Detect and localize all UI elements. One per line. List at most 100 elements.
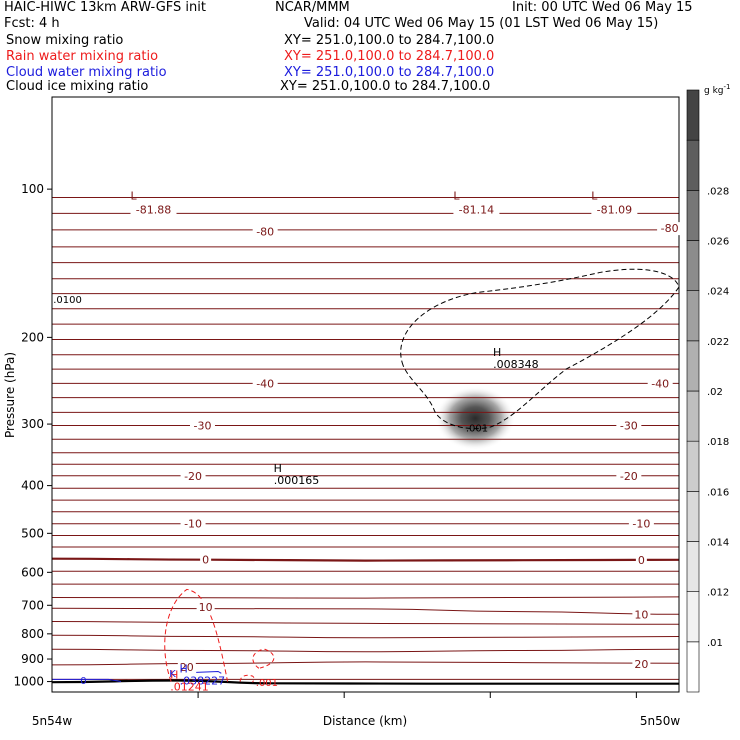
colorbar-tick-label: .022 [707, 337, 729, 348]
colorbar: .01 .012 .014 .016 .018 .02 .022 .024 .026 .028 [686, 89, 729, 693]
rain-water-contour [252, 648, 275, 669]
contour-value-label: K [169, 669, 176, 680]
x-right-location: 5n50w [640, 714, 681, 728]
low-value-bg [453, 203, 500, 217]
temperature-label: -20 [184, 470, 202, 483]
plot-header: HAIC-HIWC 13km ARW-GFS init NCAR/MMM Ini… [0, 0, 740, 100]
temperature-label: -80 [661, 222, 679, 235]
temperature-label: -10 [632, 518, 650, 531]
high-marker: H [274, 462, 282, 475]
temperature-label-bg [647, 377, 673, 391]
low-marker: L [591, 189, 598, 202]
field-name-snow: Snow mixing ratio [6, 33, 124, 48]
colorbar-swatch [686, 290, 700, 342]
temperature-label-bg [628, 517, 654, 531]
colorbar-swatch [686, 641, 700, 693]
low-value: -81.14 [459, 203, 494, 216]
y-tick-label: 600 [21, 565, 44, 579]
temperature-label: 0 [638, 554, 645, 567]
temperature-label-bg [180, 469, 206, 483]
temperature-label: -40 [256, 377, 274, 390]
colorbar-tick-label: .028 [707, 186, 729, 197]
colorbar-swatch [686, 491, 700, 542]
rain-water-contour [164, 588, 229, 682]
temperature-label-bg [252, 377, 278, 391]
cloud-water-contour [196, 670, 222, 674]
x-axis-label: Distance (km) [323, 714, 407, 728]
isotherm-line [52, 557, 679, 562]
high-value: .01241 [170, 680, 209, 693]
contour-annotations: -80 -80 -40 -40 -30 -30 -20 -20 -10 -10 0 0 10 10 20 20… [53, 189, 683, 693]
y-tick-label: 400 [21, 479, 44, 493]
temperature-label: -20 [620, 470, 638, 483]
field-name-cloud-ice: Cloud ice mixing ratio [6, 79, 149, 94]
temperature-label: 10 [634, 608, 648, 621]
temperature-label-bg [189, 419, 215, 433]
temperature-label: -30 [620, 420, 638, 433]
high-marker: H [493, 346, 501, 359]
high-value: .038227 [180, 674, 226, 687]
contour-value-label: .001 [256, 678, 278, 689]
cloud-water-contour [52, 678, 122, 683]
colorbar-tick-label: .012 [707, 588, 729, 599]
init-time: Init: 00 UTC Wed 06 May 15 [512, 0, 693, 15]
cloud-ice-contour [400, 268, 679, 430]
isotherm-line [52, 596, 679, 599]
plot-frame [51, 96, 680, 693]
y-tick-label: 900 [21, 652, 44, 666]
colorbar-swatch [686, 440, 700, 492]
temperature-label-bg [657, 222, 683, 236]
temperature-label: 10 [199, 601, 213, 614]
rain-water-contour [239, 674, 255, 683]
low-marker: L [130, 189, 137, 202]
colorbar-swatch [686, 190, 700, 241]
temperature-label-bg [196, 600, 215, 614]
colorbar-tick-label: .016 [707, 487, 729, 498]
colorbar-tick-label: .01 [707, 638, 723, 649]
temperature-label-bg [632, 608, 651, 622]
x-left-location: 5n54w [32, 714, 73, 728]
contour-value-label: 0 [80, 676, 86, 687]
y-tick-label: 200 [21, 330, 44, 344]
field-name-rain: Rain water mixing ratio [6, 49, 159, 64]
y-tick-label: 700 [21, 598, 44, 612]
temperature-label-bg [616, 419, 642, 433]
temperature-label: -30 [193, 420, 211, 433]
colorbar-swatch [686, 240, 700, 291]
temperature-label-bg [632, 658, 651, 672]
forecast-hour: Fcst: 4 h [4, 16, 60, 31]
y-tick-label: 800 [21, 627, 44, 641]
isotherm-line [52, 661, 679, 666]
low-value-bg [130, 203, 177, 217]
contour-layer [52, 196, 679, 685]
colorbar-swatch [686, 139, 700, 191]
contour-value-label: .001 [466, 424, 488, 435]
isotherm-line [52, 607, 679, 615]
low-value-bg [591, 203, 638, 217]
colorbar-swatch [686, 340, 700, 392]
field-xy-cloud-ice: XY= 251.0,100.0 to 284.7,100.0 [280, 79, 491, 94]
isotherm-line [52, 648, 679, 653]
colorbar-swatch [686, 89, 700, 141]
contour-value-label: .0100 [53, 295, 82, 306]
temperature-label-bg [180, 517, 206, 531]
temperature-label: 20 [180, 661, 194, 674]
y-tick-label: 500 [21, 526, 44, 540]
low-value: -81.09 [597, 203, 632, 216]
temperature-label-bg [177, 661, 196, 675]
y-axis-label: Pressure (hPa) [3, 352, 17, 438]
colorbar-tick-label: .018 [707, 437, 729, 448]
field-xy-rain: XY= 251.0,100.0 to 284.7,100.0 [284, 49, 495, 64]
colorbar-tick-label: .014 [707, 538, 729, 549]
model-title: HAIC-HIWC 13km ARW-GFS init [4, 0, 206, 15]
field-name-cloud-water: Cloud water mixing ratio [6, 65, 167, 80]
colorbar-tick-label: .02 [707, 387, 723, 398]
temperature-label: -40 [651, 377, 669, 390]
high-marker: H [180, 662, 188, 675]
colorbar-tick-label: .024 [707, 287, 729, 298]
snow-shading [435, 386, 516, 451]
low-marker: L [453, 189, 460, 202]
temperature-label-bg [635, 553, 647, 567]
temperature-label: -10 [184, 518, 202, 531]
